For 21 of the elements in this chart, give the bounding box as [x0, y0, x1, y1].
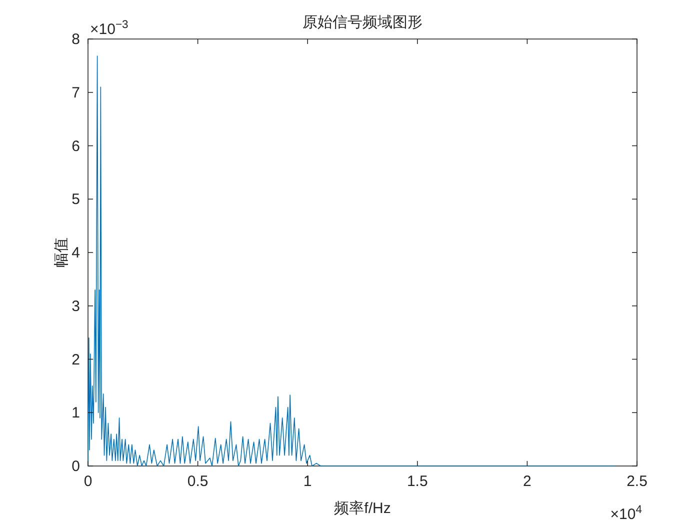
y-tick-label: 2	[72, 351, 80, 368]
y-tick-label: 0	[72, 458, 80, 475]
line-series	[88, 56, 616, 466]
y-tick-label: 6	[72, 138, 80, 155]
x-tick-label: 0.5	[187, 473, 208, 490]
y-tick-label: 1	[72, 404, 80, 422]
x-axis-title: 频率f/Hz	[334, 500, 391, 517]
text: ×10$^{4}$	[610, 504, 642, 523]
y-tick-label: 3	[72, 298, 80, 315]
x-tick-label: 2	[523, 473, 532, 490]
y-tick-label: 5	[72, 191, 80, 208]
y-tick-label: 7	[72, 84, 80, 102]
y-axis-title: 幅值	[53, 238, 70, 268]
x-tick-label: 2.5	[626, 473, 648, 490]
y-tick-label: 8	[72, 31, 80, 48]
x-tick-label: 1	[303, 473, 312, 490]
chart-title: 原始信号频域图形	[302, 14, 422, 31]
x-tick-label: 1.5	[406, 473, 428, 490]
x-tick-label: 0	[84, 473, 92, 490]
y-tick-label: 4	[72, 244, 80, 262]
text: ×10$^{−3}$	[90, 19, 128, 38]
